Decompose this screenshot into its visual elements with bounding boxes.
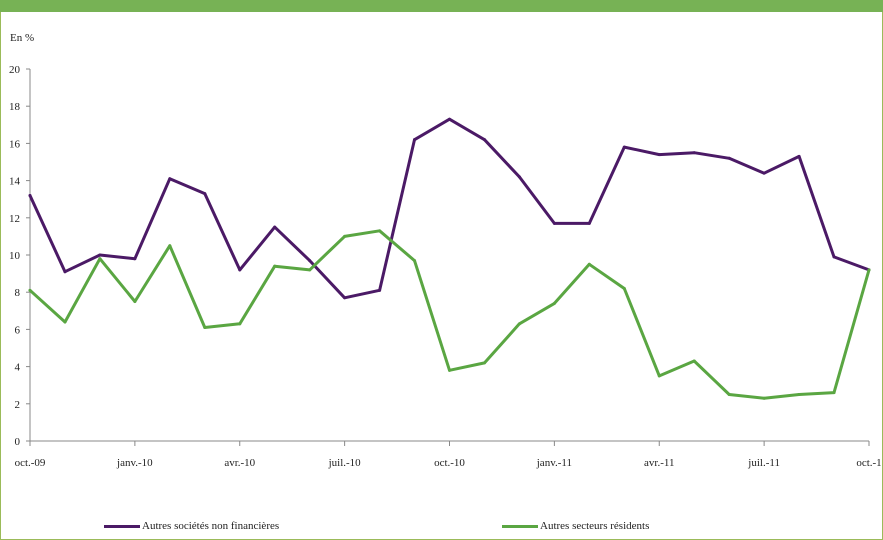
series-1-point: [552, 221, 556, 225]
y-tick-label: 12: [9, 213, 20, 225]
y-tick-label: 2: [15, 399, 21, 411]
y-tick-label: 8: [15, 287, 21, 299]
series-2-point: [657, 374, 661, 378]
series-2-point: [727, 393, 731, 396]
series-2-point: [98, 257, 102, 261]
series-2-point: [517, 322, 521, 326]
y-tick-label: 10: [9, 250, 21, 262]
series-2-point: [238, 322, 242, 326]
series-1-point: [238, 268, 242, 272]
x-tick-label: avr.-10: [224, 457, 255, 469]
series-2-point: [797, 393, 801, 396]
series-2-point: [832, 391, 836, 395]
y-unit-label: En %: [10, 32, 34, 44]
series-1-point: [448, 117, 451, 121]
legend-item-series-2: Autres secteurs résidents: [502, 518, 649, 534]
series-2-point: [482, 361, 486, 365]
x-tick-label: juil.-11: [747, 457, 780, 469]
x-tick-label: oct.-09: [15, 457, 46, 469]
series-layer: [28, 117, 871, 400]
legend: Autres sociétés non financières Autres s…: [0, 518, 883, 538]
series-1-point: [203, 192, 207, 196]
series-2-point: [448, 368, 451, 372]
series-1-point: [133, 257, 137, 261]
x-tick-label: janv.-11: [536, 457, 572, 469]
series-2-point: [308, 268, 312, 272]
series-2-point: [692, 359, 696, 363]
x-tick-label: oct.-10: [434, 457, 465, 469]
series-2-point: [552, 301, 556, 305]
y-tick-label: 6: [15, 324, 21, 336]
series-2-point: [587, 262, 591, 266]
series-2-point: [28, 288, 32, 292]
series-2-point: [762, 396, 766, 400]
legend-item-series-1: Autres sociétés non financières: [104, 518, 279, 534]
y-tick-label: 16: [9, 138, 21, 150]
y-tick-label: 14: [9, 176, 21, 188]
series-1-point: [378, 288, 382, 292]
x-tick-label: oct.-1: [856, 457, 881, 469]
y-tick-label: 18: [9, 101, 21, 113]
line-chart: En % 0 2 4 6 8 10 12 14 16 18 20 oct.-09 janv.-10 avr…: [9, 32, 882, 469]
series-2-point: [413, 259, 417, 263]
series-2-point: [378, 229, 382, 233]
series-1-point: [308, 259, 312, 263]
series-1-point: [797, 154, 801, 158]
series-1-point: [622, 145, 626, 149]
series-1-point: [273, 225, 277, 229]
legend-swatch-series-1: [104, 524, 140, 528]
series-1-point: [482, 138, 486, 142]
x-tick-label: juil.-10: [328, 457, 362, 469]
series-2-point: [63, 320, 67, 324]
x-tick-label: avr.-11: [644, 457, 674, 469]
series-1-point: [832, 255, 836, 259]
series-1-point: [762, 171, 766, 175]
y-tick-label: 20: [9, 64, 21, 76]
legend-label-series-2: Autres secteurs résidents: [540, 520, 650, 532]
header-band: [0, 0, 883, 12]
y-tick-label: 4: [15, 362, 21, 374]
series-2-point: [133, 300, 137, 303]
series-1-point: [413, 138, 417, 142]
series-2-point: [622, 286, 626, 290]
series-1-point: [692, 151, 696, 155]
series-1-point: [517, 175, 521, 179]
series-2-point: [343, 234, 347, 238]
series-line-1: [28, 117, 871, 300]
series-2-point: [203, 326, 207, 330]
series-2-point: [168, 244, 172, 248]
series-1-point: [98, 253, 102, 257]
series-2-point: [273, 264, 277, 268]
series-1-point: [28, 193, 32, 197]
legend-swatch-series-2: [502, 524, 538, 528]
series-1-point: [657, 153, 661, 157]
legend-label-series-1: Autres sociétés non financières: [142, 520, 280, 532]
y-tick-label: 0: [15, 436, 21, 448]
series-1-point: [587, 221, 591, 225]
series-1-point: [63, 270, 67, 274]
series-1-point: [168, 177, 172, 181]
series-line-2: [28, 229, 871, 400]
series-1-point: [343, 296, 347, 300]
series-1-point: [727, 156, 731, 160]
x-tick-label: janv.-10: [116, 457, 153, 469]
series-2-point: [867, 268, 871, 272]
axes: 0 2 4 6 8 10 12 14 16 18 20 oct.-09 janv.-10 avr.-10 j…: [9, 64, 882, 469]
